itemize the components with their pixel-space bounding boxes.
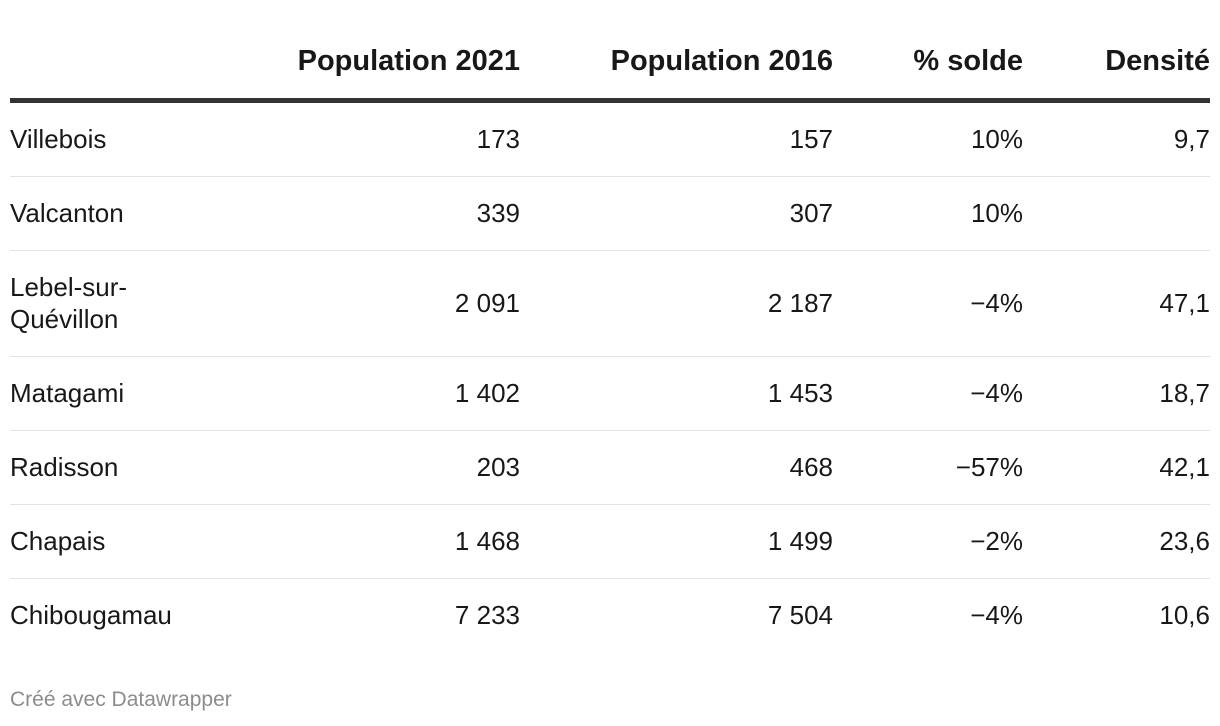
cell-population-2021: 2 091 (170, 250, 520, 357)
cell-solde: −4% (833, 250, 1023, 357)
table-row: Lebel-sur-Quévillon 2 091 2 187 −4% 47,1 (10, 250, 1210, 357)
cell-population-2021: 203 (170, 430, 520, 505)
cell-population-2016: 157 (520, 100, 833, 177)
cell-population-2016: 1 453 (520, 356, 833, 431)
cell-densite: 42,1 (1023, 430, 1210, 505)
datawrapper-credit[interactable]: Créé avec Datawrapper (10, 688, 232, 711)
cell-name: Chapais (10, 504, 170, 579)
table-row: Villebois 173 157 10% 9,7 (10, 100, 1210, 177)
cell-solde: 10% (833, 176, 1023, 251)
cell-densite: 47,1 (1023, 250, 1210, 357)
cell-solde: −2% (833, 504, 1023, 579)
table-row: Radisson 203 468 −57% 42,1 (10, 430, 1210, 505)
cell-densite: 9,7 (1023, 100, 1210, 177)
cell-population-2021: 1 468 (170, 504, 520, 579)
cell-population-2016: 307 (520, 176, 833, 251)
data-table-container: Population 2021 Population 2016 % solde … (10, 0, 1210, 652)
header-population-2021[interactable]: Population 2021 (170, 0, 520, 103)
header-name[interactable] (10, 0, 170, 103)
cell-population-2021: 339 (170, 176, 520, 251)
cell-name: Chibougamau (10, 600, 172, 630)
cell-densite: 10,6 (1159, 600, 1210, 630)
cell-solde: −4% (833, 356, 1023, 431)
cell-solde: −57% (833, 430, 1023, 505)
table-row: Valcanton 339 307 10% (10, 176, 1210, 251)
cell-densite: 18,7 (1023, 356, 1210, 431)
cell-population-2016: 1 499 (520, 504, 833, 579)
table-row: Matagami 1 402 1 453 −4% 18,7 (10, 356, 1210, 431)
table-row: Chapais 1 468 1 499 −2% 23,6 (10, 504, 1210, 579)
cell-population-2016: 7 504 (767, 600, 833, 630)
cell-solde: −4% (970, 600, 1023, 630)
cell-name: Lebel-sur-Quévillon (10, 250, 170, 357)
cell-population-2021: 7 233 (454, 600, 520, 630)
cell-densite (1023, 176, 1210, 251)
cell-densite: 23,6 (1023, 504, 1210, 579)
header-densite[interactable]: Densité (1023, 0, 1210, 103)
cell-name: Matagami (10, 356, 170, 431)
header-population-2016[interactable]: Population 2016 (520, 0, 833, 103)
cell-population-2016: 468 (520, 430, 833, 505)
cell-name: Villebois (10, 100, 170, 177)
header-solde[interactable]: % solde (833, 0, 1023, 103)
table-row: Chibougamau 7 233 7 504 −4% 10,6 (10, 578, 1210, 652)
cell-name: Radisson (10, 430, 170, 505)
cell-population-2021: 1 402 (170, 356, 520, 431)
cell-solde: 10% (833, 100, 1023, 177)
population-table: Population 2021 Population 2016 % solde … (10, 0, 1210, 652)
table-header-row: Population 2021 Population 2016 % solde … (10, 0, 1210, 103)
cell-population-2021: 173 (170, 100, 520, 177)
cell-name: Valcanton (10, 176, 170, 251)
cell-population-2016: 2 187 (520, 250, 833, 357)
